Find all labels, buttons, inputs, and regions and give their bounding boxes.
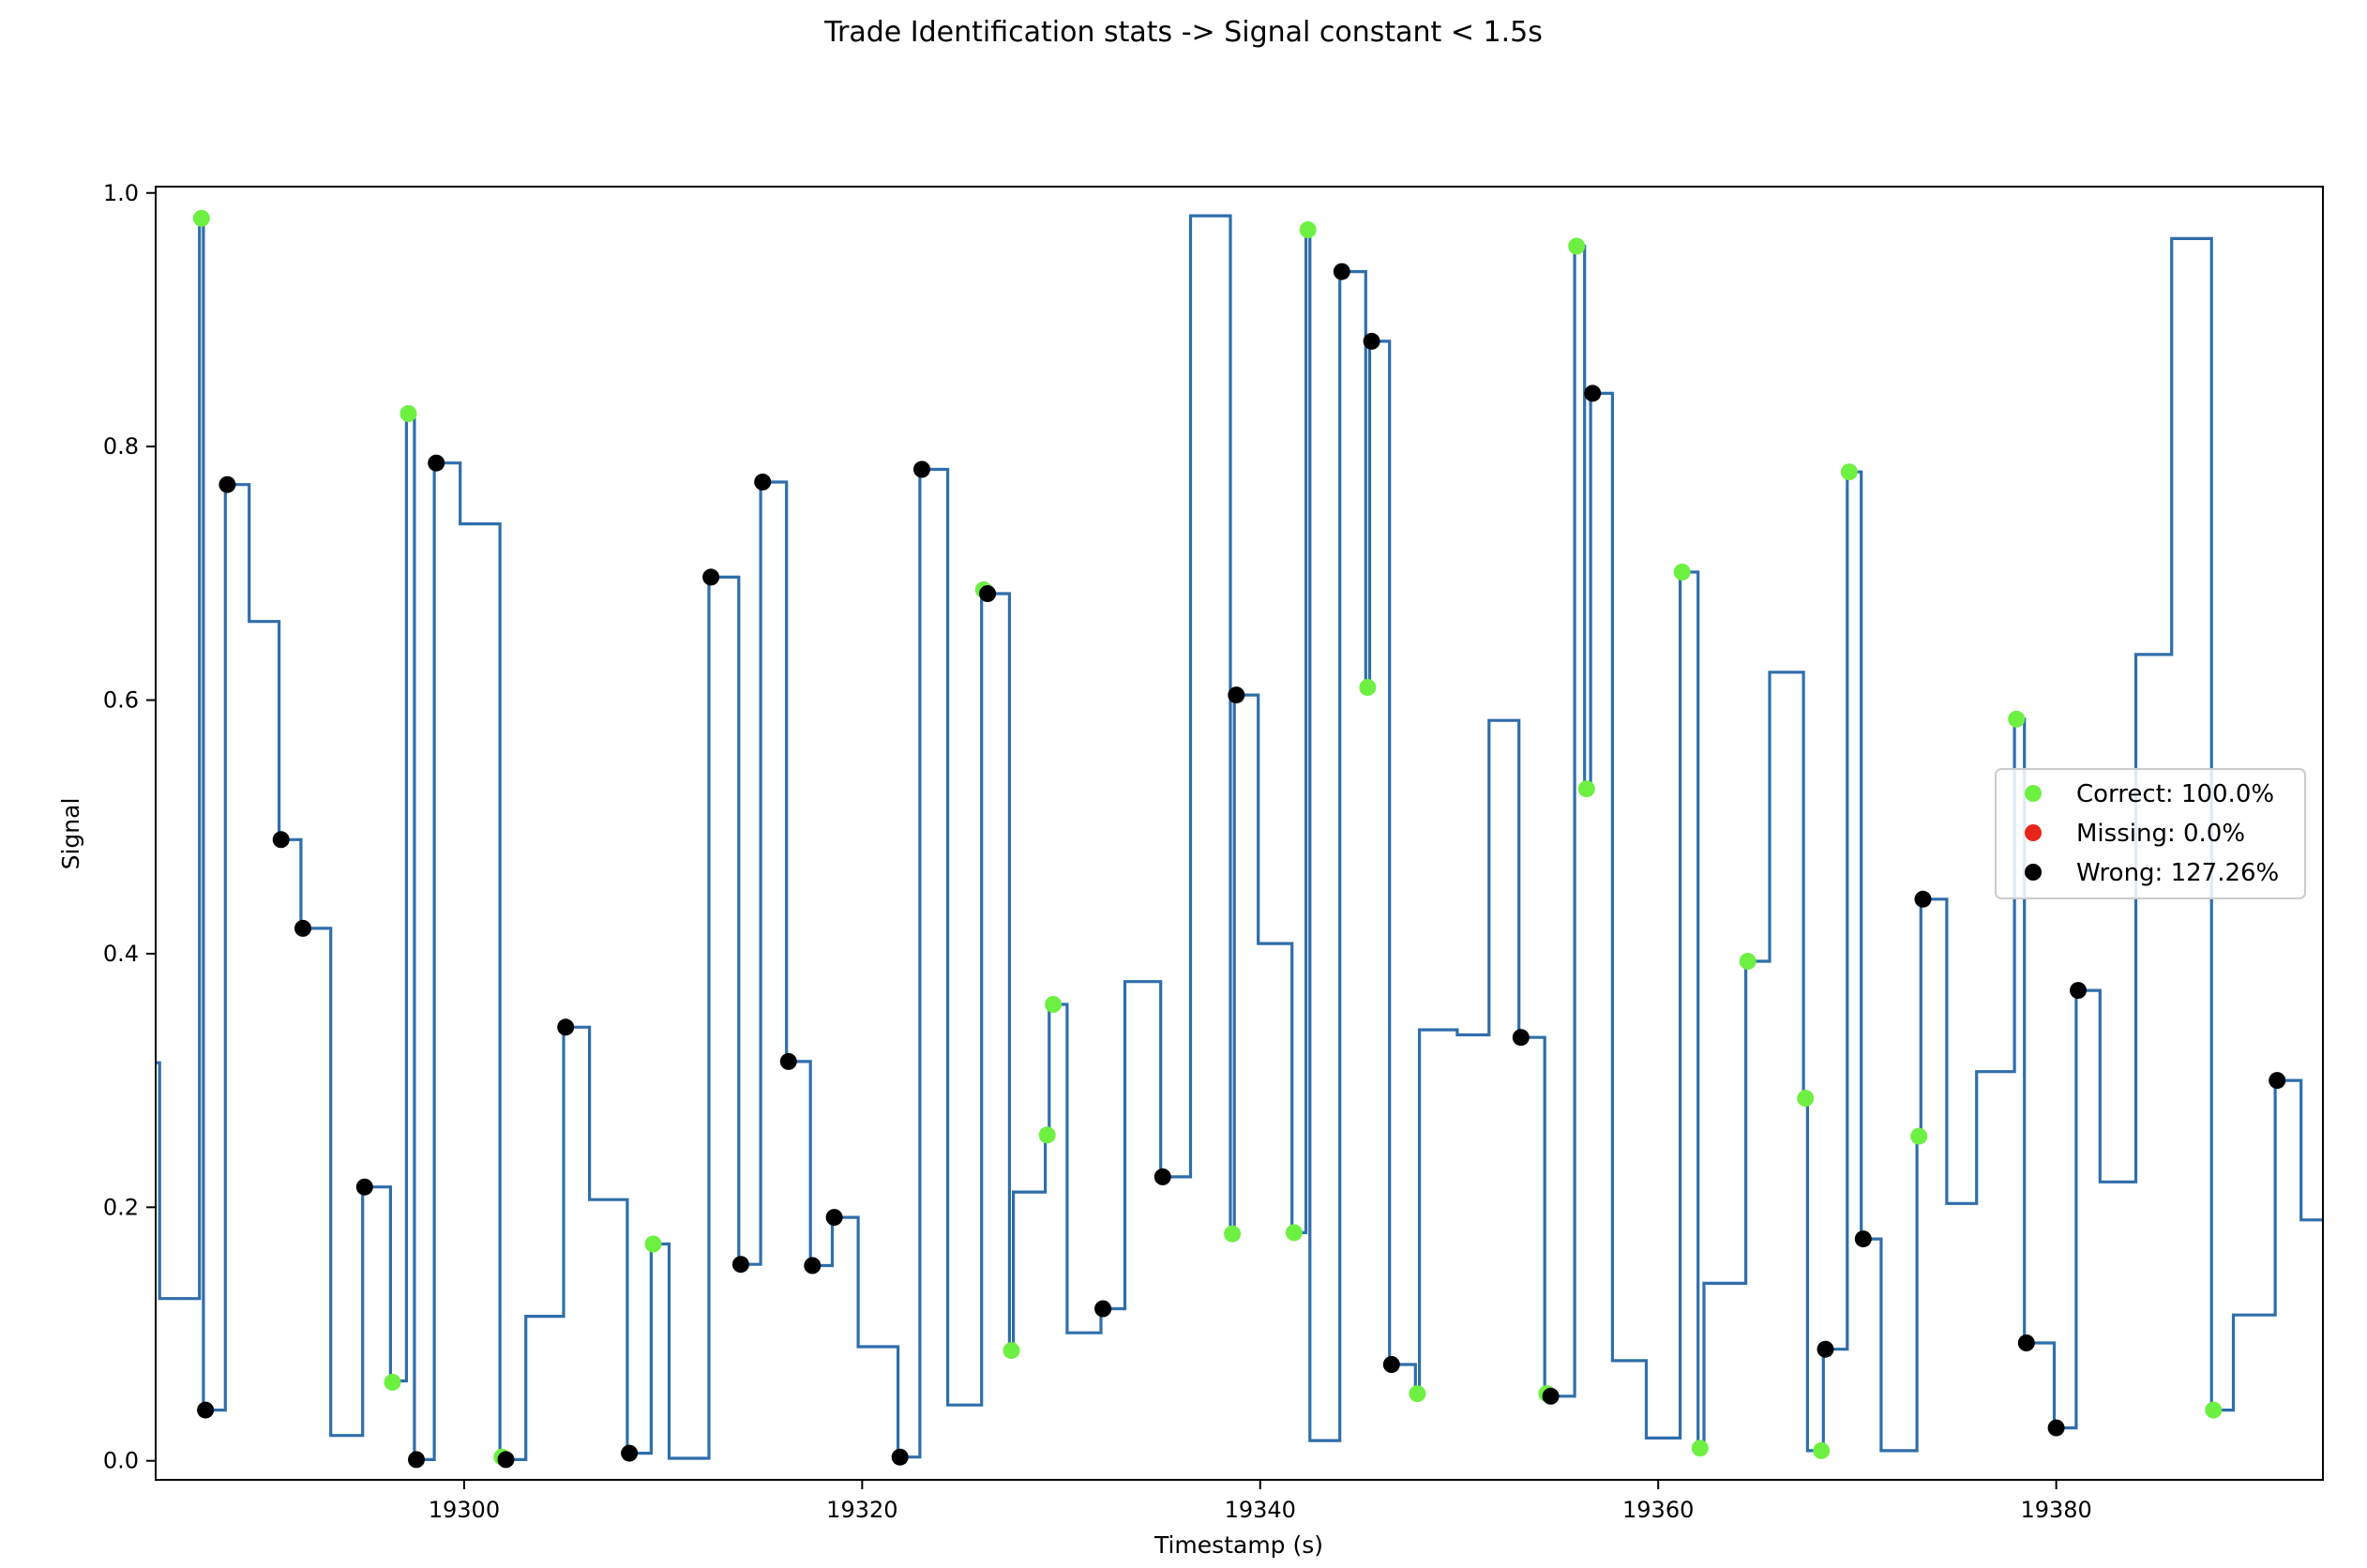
chart-title: Trade Identification stats -> Signal con… — [823, 16, 1543, 49]
y-tick-label: 0.8 — [103, 433, 139, 460]
scatter-point — [891, 1448, 909, 1466]
scatter-point — [1914, 890, 1932, 908]
y-axis: 0.0 0.2 0.4 0.6 0.8 1.0 — [103, 180, 156, 1474]
x-tick-label: 19340 — [1225, 1497, 1296, 1523]
y-tick-label: 1.0 — [103, 180, 139, 206]
legend-label: Wrong: 127.26% — [2076, 859, 2279, 887]
scatter-point — [913, 460, 930, 478]
scatter-point — [557, 1018, 575, 1036]
scatter-point — [1813, 1441, 1831, 1459]
x-axis: 19300 19320 19340 19360 19380 — [429, 1480, 2092, 1523]
scatter-point — [702, 568, 720, 586]
scatter-point — [294, 919, 311, 937]
scatter-point — [219, 475, 236, 493]
x-tick-label: 19300 — [429, 1497, 500, 1523]
scatter-point — [1739, 953, 1756, 970]
scatter-point — [1817, 1340, 1834, 1358]
scatter-point — [825, 1209, 843, 1227]
scatter-point — [1153, 1168, 1171, 1185]
legend-marker — [2025, 785, 2042, 802]
scatter-point — [1512, 1029, 1530, 1047]
scatter-point — [272, 831, 290, 849]
scatter-point — [1299, 221, 1317, 238]
scatter-point — [384, 1373, 401, 1391]
legend-marker — [2025, 864, 2042, 881]
legend-marker — [2025, 824, 2042, 841]
scatter-point — [2205, 1401, 2223, 1419]
scatter-point — [400, 405, 417, 422]
x-tick-label: 19320 — [826, 1497, 897, 1523]
plot-area — [156, 187, 2323, 1480]
scatter-point — [1910, 1127, 1928, 1145]
y-tick-label: 0.2 — [103, 1194, 139, 1220]
scatter-point — [1038, 1126, 1056, 1144]
legend-label: Correct: 100.0% — [2076, 780, 2274, 808]
scatter-point — [621, 1444, 639, 1462]
scatter-point — [355, 1178, 373, 1196]
scatter-point — [1363, 332, 1380, 350]
scatter-point — [1285, 1224, 1303, 1242]
scatter-point — [2070, 982, 2087, 1000]
scatter-point — [2269, 1072, 2286, 1090]
plot-frame — [155, 186, 2324, 1481]
scatter-point — [497, 1451, 515, 1469]
scatter-point — [197, 1401, 215, 1419]
scatter-point — [1094, 1300, 1112, 1318]
scatter-point — [1854, 1230, 1872, 1248]
scatter-point — [1333, 263, 1350, 280]
scatter-point — [1840, 463, 1858, 481]
y-tick-label: 0.6 — [103, 687, 139, 714]
scatter-point — [1003, 1342, 1020, 1360]
legend-label: Missing: 0.0% — [2076, 820, 2245, 848]
scatter-point — [1584, 384, 1602, 402]
scatter-point — [731, 1256, 749, 1274]
legend-box — [1995, 768, 2306, 899]
scatter-series-2 — [197, 263, 2286, 1469]
scatter-point — [644, 1235, 662, 1253]
y-tick-label: 0.0 — [103, 1448, 139, 1474]
scatter-point — [1409, 1385, 1426, 1403]
scatter-point — [1359, 679, 1377, 696]
scatter-point — [2008, 710, 2026, 728]
scatter-point — [408, 1451, 425, 1469]
scatter-point — [1045, 996, 1063, 1013]
scatter-point — [1673, 564, 1691, 580]
scatter-point — [1224, 1225, 1242, 1243]
scatter-point — [192, 209, 210, 227]
scatter-point — [1542, 1387, 1560, 1405]
scatter-point — [1691, 1440, 1709, 1457]
scatter-point — [979, 585, 997, 602]
scatter-point — [1568, 237, 1586, 255]
scatter-point — [2017, 1334, 2035, 1351]
legend: Correct: 100.0% Missing: 0.0% Wrong: 127.2… — [1995, 768, 2306, 899]
y-tick-label: 0.4 — [103, 941, 139, 967]
x-tick-label: 19380 — [2020, 1497, 2091, 1523]
y-axis-title: Signal — [57, 798, 84, 870]
scatter-point — [779, 1052, 797, 1070]
scatter-point — [428, 454, 445, 472]
scatter-point — [804, 1257, 822, 1274]
scatter-point — [1228, 686, 1245, 704]
x-tick-label: 19360 — [1622, 1497, 1694, 1523]
scatter-point — [1382, 1356, 1400, 1373]
scatter-point — [1797, 1090, 1815, 1108]
chart-marks — [156, 209, 2323, 1469]
scatter-point — [754, 474, 772, 490]
scatter-point — [1577, 780, 1595, 798]
scatter-point — [2047, 1419, 2065, 1437]
x-axis-title: Timestamp (s) — [1153, 1531, 1323, 1559]
